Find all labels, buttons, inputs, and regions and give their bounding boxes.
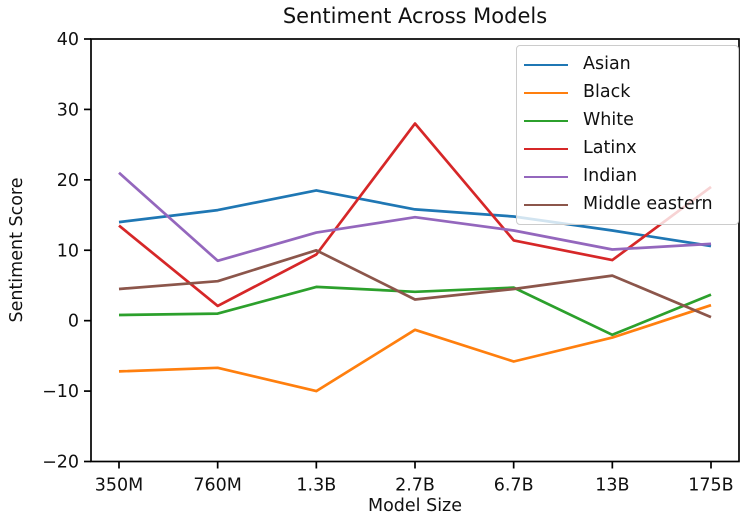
y-tick-label: −10 — [42, 382, 79, 402]
legend-line-sample — [524, 148, 568, 150]
x-tick-label: 13B — [595, 476, 629, 496]
y-tick-label: 30 — [57, 100, 79, 120]
chart-title: Sentiment Across Models — [282, 4, 548, 28]
legend-item-label: Asian — [583, 54, 631, 75]
legend-item-latinx: Latinx — [524, 140, 730, 158]
legend-line-sample — [524, 204, 568, 206]
x-tick-label: 2.7B — [395, 476, 435, 496]
y-tick-label: 0 — [68, 312, 79, 332]
series-line-black — [118, 303, 712, 393]
legend-line-sample — [524, 120, 568, 122]
legend-item-label: Latinx — [583, 138, 637, 159]
x-tick-label: 1.3B — [296, 476, 336, 496]
x-tick-label: 6.7B — [494, 476, 534, 496]
legend-item-black: Black — [524, 84, 730, 102]
legend-line-sample — [524, 64, 568, 66]
legend-item-label: Black — [583, 82, 631, 103]
x-axis-label: Model Size — [367, 496, 463, 516]
legend-item-label: Indian — [583, 166, 638, 187]
series-line-white — [118, 285, 712, 337]
y-tick-label: 10 — [57, 241, 79, 261]
legend-item-label: White — [583, 110, 634, 131]
legend-item-middle-eastern: Middle eastern — [524, 196, 730, 214]
y-tick-label: −20 — [42, 453, 79, 473]
legend-box: Asian Black White Latinx Indian Middle easter… — [516, 45, 739, 225]
legend-item-asian: Asian — [524, 56, 730, 74]
y-axis-label: Sentiment Score — [7, 177, 27, 323]
legend-item-indian: Indian — [524, 168, 730, 186]
x-tick-label: 175B — [688, 476, 733, 496]
x-tick-label: 760M — [193, 476, 242, 496]
legend-item-label: Middle eastern — [583, 194, 713, 215]
legend-line-sample — [524, 92, 568, 94]
series-line-latinx — [118, 122, 712, 308]
series-line-asian — [118, 189, 712, 248]
y-tick-label: 20 — [57, 171, 79, 191]
series-line-middle-eastern — [118, 248, 712, 319]
series-line-indian — [118, 171, 712, 263]
y-tick-label: 40 — [57, 30, 79, 50]
legend-line-sample — [524, 176, 568, 178]
x-tick-label: 350M — [95, 476, 144, 496]
legend-item-white: White — [524, 112, 730, 130]
